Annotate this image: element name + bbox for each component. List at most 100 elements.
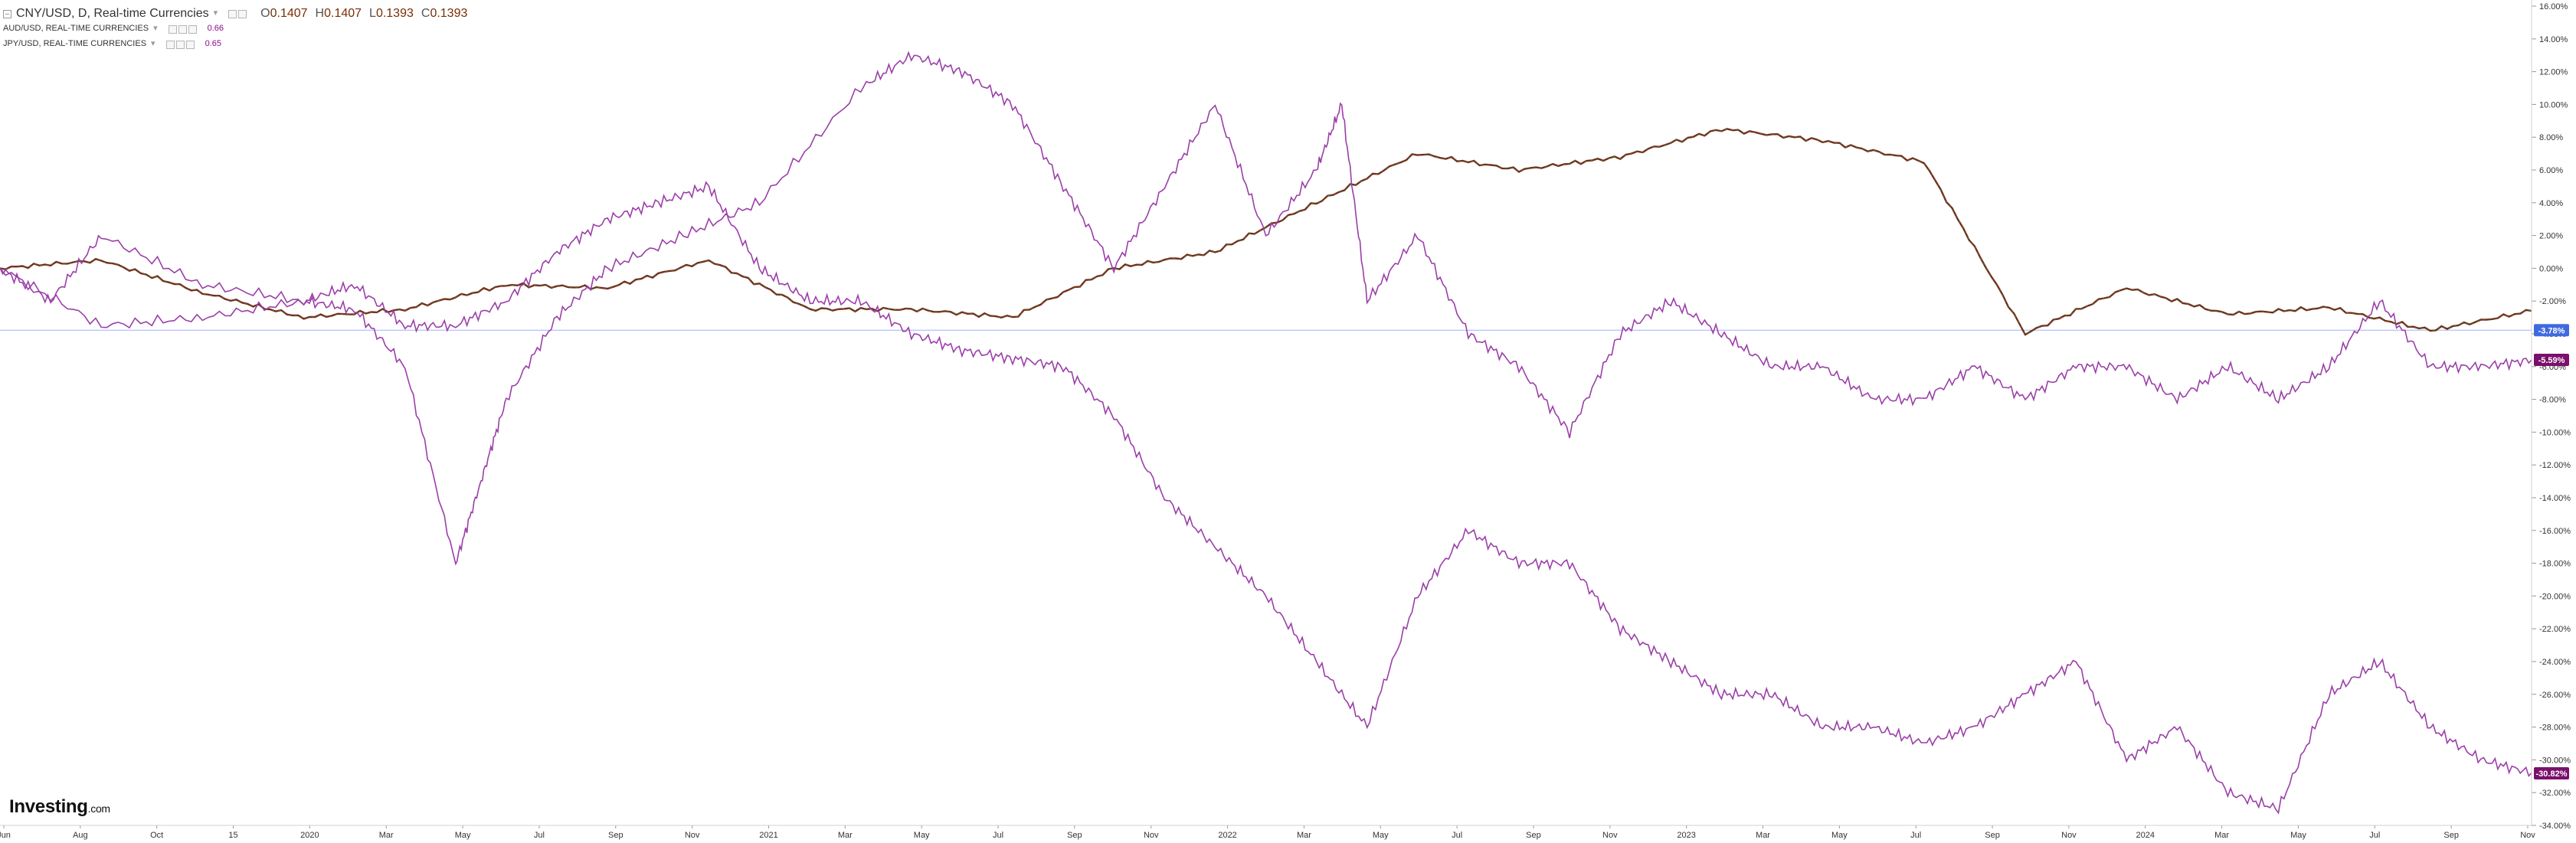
x-tick-label: 2022: [1218, 831, 1236, 840]
y-tick-label: -14.00%: [2539, 494, 2571, 503]
ohlc-open: O0.1407: [260, 7, 308, 20]
y-tick-label: -2.00%: [2539, 297, 2566, 306]
x-tick-label: 15: [228, 831, 237, 840]
y-tick-label: 4.00%: [2539, 199, 2563, 208]
eye-icon[interactable]: [165, 40, 175, 49]
x-tick-label: Sep: [1526, 831, 1541, 840]
eye-icon[interactable]: [228, 9, 237, 18]
series-jpy-usd-line: [0, 181, 2532, 815]
x-tick-label: Nov: [2520, 831, 2535, 840]
x-tick-label: Nov: [1602, 831, 1618, 840]
settings-icon[interactable]: [178, 25, 187, 34]
series-cny-up-overlay: [0, 128, 2532, 335]
y-tick-label: 10.00%: [2539, 100, 2568, 109]
jpy-series-name: JPY/USD, REAL-TIME CURRENCIES: [3, 39, 147, 49]
symbol-title: CNY/USD, D, Real-time Currencies: [16, 7, 209, 20]
aud-series-name: AUD/USD, REAL-TIME CURRENCIES: [3, 24, 149, 34]
x-tick-label: May: [914, 831, 930, 840]
y-tick-label: 8.00%: [2539, 133, 2563, 142]
brand-suffix: .com: [87, 802, 110, 815]
y-tick-label: -16.00%: [2539, 527, 2571, 536]
price-badge-label: -5.59%: [2538, 356, 2565, 365]
y-tick-label: -26.00%: [2539, 691, 2571, 700]
x-tick-label: Jul: [993, 831, 1003, 840]
badge-layer: -3.78% -5.59% -30.82%: [2534, 324, 2569, 779]
y-tick-label: -30.00%: [2539, 756, 2571, 765]
x-tick-label: May: [1373, 831, 1389, 840]
chevron-down-icon[interactable]: ▾: [151, 39, 155, 49]
y-tick-label: 2.00%: [2539, 232, 2563, 241]
y-tick-label: -22.00%: [2539, 625, 2571, 634]
price-badge: [2534, 354, 2569, 367]
x-tick-label: Sep: [1067, 831, 1082, 840]
y-tick-label: -24.00%: [2539, 658, 2571, 667]
x-tick-label: Nov: [2061, 831, 2077, 840]
x-tick-label: Sep: [1985, 831, 2000, 840]
jpy-value: 0.65: [205, 39, 221, 49]
brand-logo: Investing.com: [9, 796, 110, 818]
legend-main-row: CNY/USD, D, Real-time Currencies ▾ O0.14…: [3, 6, 467, 21]
x-tick-label: Jul: [534, 831, 545, 840]
x-tick-label: May: [1831, 831, 1848, 840]
x-tick-label: Jun: [0, 831, 11, 840]
x-tick-label: Sep: [608, 831, 624, 840]
x-tick-label: Mar: [1297, 831, 1311, 840]
settings-icon[interactable]: [238, 9, 247, 18]
aud-controls: [168, 25, 197, 34]
y-tick-label: -18.00%: [2539, 560, 2571, 569]
x-tick-label: Aug: [73, 831, 88, 840]
x-tick-label: Nov: [685, 831, 700, 840]
y-tick-label: -32.00%: [2539, 789, 2571, 798]
series-aud-usd-line: [0, 51, 2532, 566]
chevron-down-icon[interactable]: ▾: [213, 8, 218, 18]
x-tick-label: Sep: [2443, 831, 2459, 840]
legend-controls: [228, 9, 247, 18]
x-tick-label: Nov: [1144, 831, 1159, 840]
y-tick-label: 6.00%: [2539, 166, 2563, 175]
ohlc-low: L0.1393: [369, 7, 414, 20]
x-tick-label: 2024: [2136, 831, 2155, 840]
y-tick-label: 12.00%: [2539, 68, 2568, 77]
price-badge-label: -30.82%: [2536, 769, 2568, 779]
y-tick-label: 14.00%: [2539, 35, 2568, 44]
price-badge: [2534, 324, 2569, 337]
collapse-icon[interactable]: [3, 9, 11, 18]
y-tick-label: -12.00%: [2539, 461, 2571, 470]
price-badge: [2534, 766, 2569, 779]
ohlc-close: C0.1393: [421, 7, 468, 20]
x-tick-label: Jul: [1910, 831, 1921, 840]
legend-aud-row: AUD/USD, REAL-TIME CURRENCIES ▾ 0.66: [3, 21, 467, 37]
close-icon[interactable]: [188, 25, 197, 34]
legend-jpy-row: JPY/USD, REAL-TIME CURRENCIES ▾ 0.65: [3, 37, 467, 52]
x-tick-label: Oct: [150, 831, 163, 840]
aud-value: 0.66: [207, 24, 224, 34]
x-tick-label: Mar: [1756, 831, 1770, 840]
x-tick-label: Jul: [1452, 831, 1462, 840]
y-tick-label: -34.00%: [2539, 822, 2571, 831]
y-tick-label: 0.00%: [2539, 264, 2563, 273]
x-tick-label: 2021: [759, 831, 777, 840]
x-tick-label: Jul: [2369, 831, 2380, 840]
chevron-down-icon[interactable]: ▾: [153, 24, 158, 34]
legend-block: CNY/USD, D, Real-time Currencies ▾ O0.14…: [3, 6, 467, 52]
x-tick-label: May: [2290, 831, 2306, 840]
close-icon[interactable]: [185, 40, 195, 49]
x-tick-label: 2023: [1677, 831, 1695, 840]
y-tick-label: 16.00%: [2539, 2, 2568, 11]
x-tick-label: May: [455, 831, 471, 840]
y-tick-label: -10.00%: [2539, 428, 2571, 437]
series-layer: [0, 51, 2532, 815]
brand-name: Investing: [9, 796, 88, 817]
x-tick-label: Mar: [2214, 831, 2229, 840]
y-tick-label: -28.00%: [2539, 724, 2571, 733]
settings-icon[interactable]: [175, 40, 185, 49]
y-tick-label: -20.00%: [2539, 592, 2571, 601]
eye-icon[interactable]: [168, 25, 177, 34]
x-tick-label: Mar: [838, 831, 853, 840]
y-tick-label: -8.00%: [2539, 396, 2566, 405]
